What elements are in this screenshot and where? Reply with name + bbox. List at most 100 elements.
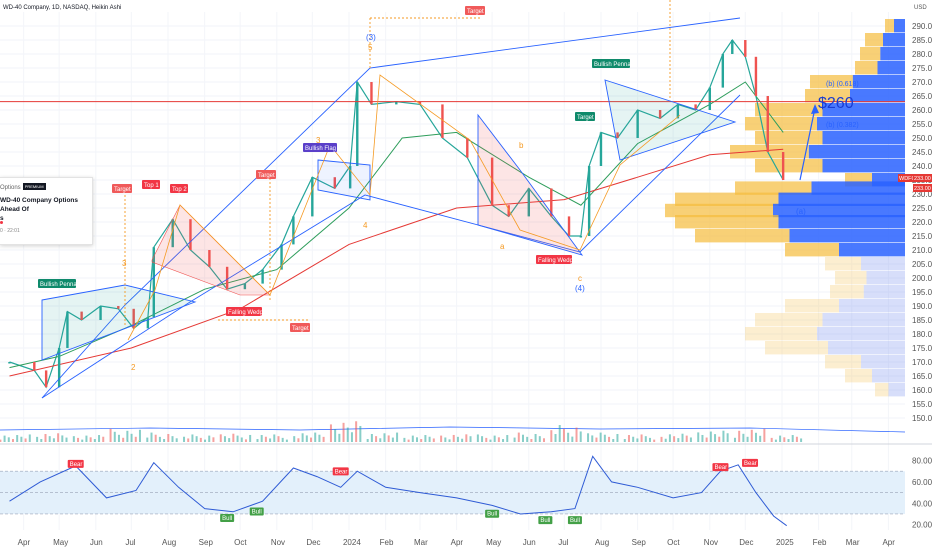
price-tick: 250.0	[912, 134, 932, 143]
wave-label: 2	[131, 363, 136, 372]
volume-bar	[57, 433, 60, 442]
volume-bar	[575, 427, 578, 442]
wave-label: 3	[122, 259, 127, 268]
candle	[490, 157, 494, 206]
bullish-pennant-tag	[38, 279, 76, 288]
volume-bar	[346, 427, 349, 442]
volume-bar	[554, 434, 557, 442]
time-tick: Feb	[380, 538, 394, 547]
volume-bar	[709, 431, 712, 442]
news-headline[interactable]: WD-40 Company Options Ahead Of s	[0, 197, 79, 222]
volume-bar	[550, 430, 553, 442]
last-price-label: 233.00	[914, 176, 931, 182]
time-tick: Dec	[739, 538, 753, 547]
volume-bar	[640, 434, 643, 442]
news-time: 0 · 22:01	[0, 228, 20, 234]
time-tick: Aug	[595, 538, 609, 547]
price-tick: 175.0	[912, 344, 932, 353]
volume-bar	[28, 434, 31, 442]
volume-bar	[489, 439, 492, 442]
volume-bar	[497, 437, 500, 442]
target-tag-label: Target	[258, 173, 275, 179]
profile-bar	[665, 203, 773, 218]
profile-bar	[822, 131, 905, 145]
volume-bar	[787, 439, 790, 442]
profile-bar	[861, 355, 905, 369]
candle	[721, 54, 725, 88]
rsi-bear-label: Bear	[744, 461, 757, 467]
candle	[370, 82, 373, 105]
moving-average-line	[9, 148, 784, 377]
rsi-bull-tag	[220, 513, 235, 522]
wave-label: (3)	[366, 33, 376, 42]
price-tick: 225.0	[912, 204, 932, 213]
last-price-tag	[913, 174, 932, 182]
profile-bar	[675, 215, 779, 229]
volume-bar	[232, 433, 235, 442]
time-tick: Dec	[306, 538, 320, 547]
volume-bar	[260, 435, 263, 442]
currency-label: USD	[914, 5, 927, 11]
profile-bar	[817, 117, 905, 131]
volume-bar	[738, 430, 741, 442]
profile-bar	[805, 89, 850, 103]
profile-bar	[825, 257, 861, 271]
volume-bar	[396, 432, 399, 442]
volume-bar	[403, 437, 406, 442]
volume-bar	[163, 439, 166, 442]
profile-bar	[835, 271, 867, 285]
volume-bar	[3, 435, 6, 442]
volume-bar	[534, 434, 537, 442]
profile-bar	[852, 75, 905, 89]
volume-bar	[285, 439, 288, 442]
rsi-bull-tag	[249, 507, 264, 516]
volume-bar	[759, 435, 762, 442]
profile-bar	[789, 229, 905, 243]
candle	[731, 40, 734, 54]
rsi-bear-label: Bear	[714, 465, 727, 471]
volume-bar	[146, 437, 149, 442]
candle	[676, 104, 680, 119]
profile-bar	[888, 383, 905, 397]
volume-bar	[150, 432, 153, 442]
candle	[599, 132, 603, 166]
rsi-axis[interactable]: 20.00 40.00 60.00 80.00	[912, 457, 932, 530]
price-axis[interactable]: 150.0 155.0 160.0 165.0 170.0 175.0 180.0 185.0…	[912, 22, 932, 423]
volume-bar	[795, 436, 798, 442]
volume-bar	[481, 436, 484, 442]
time-tick: Jun	[523, 538, 536, 547]
profile-bar	[811, 181, 905, 195]
volume-bar	[791, 435, 794, 442]
volume-bar	[517, 432, 520, 442]
candle	[579, 236, 583, 238]
volume-bar	[632, 436, 635, 442]
price-tick: 255.0	[912, 120, 932, 129]
volume-bar	[171, 436, 174, 442]
ticker-label: WDFC	[899, 176, 916, 182]
volume-bar	[677, 438, 680, 442]
top-tag-label: Top 2	[172, 187, 187, 193]
volume-bar	[571, 436, 574, 442]
candle	[694, 104, 697, 110]
price-tick: 260.0	[912, 106, 932, 115]
volume-bar	[219, 434, 222, 442]
price-tick: 165.0	[912, 372, 932, 381]
candle	[766, 96, 769, 152]
volume-bar	[7, 437, 10, 442]
volume-bar	[301, 433, 304, 442]
wave-label: (4)	[575, 284, 585, 293]
time-axis[interactable]: Apr May Jun Jul Aug Sep Oct Nov Dec 2024 Feb Mar Apr…	[18, 538, 896, 547]
volume-bar	[16, 435, 19, 442]
volume-bar	[603, 434, 606, 442]
profile-bar	[828, 341, 905, 355]
volume-bar	[113, 431, 116, 442]
volume-bar	[322, 436, 325, 442]
volume-bar	[36, 436, 39, 442]
price-tick: 265.0	[912, 92, 932, 101]
time-tick: 2025	[776, 538, 794, 547]
news-card[interactable]: Options PREMIUM WD-40 Company Options Ahe…	[0, 177, 93, 245]
price-tick: 200.0	[912, 274, 932, 283]
falling-wedge-label: Falling Wedge	[228, 310, 267, 316]
volume-bar	[714, 434, 717, 442]
